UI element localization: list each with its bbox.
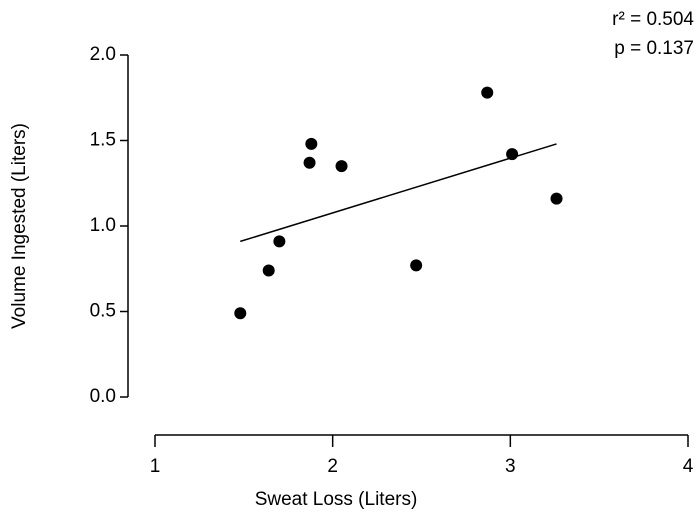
data-point — [481, 86, 494, 99]
x-tick-label: 2 — [327, 456, 338, 477]
annotation: p = 0.137 — [614, 38, 694, 59]
data-point — [550, 192, 563, 205]
data-point — [303, 156, 316, 169]
y-tick-label: 0.0 — [90, 386, 116, 407]
data-point — [410, 259, 423, 272]
data-point — [335, 160, 348, 173]
x-tick-label: 4 — [683, 456, 694, 477]
x-axis-label: Sweat Loss (Liters) — [255, 489, 418, 510]
data-point — [262, 264, 275, 277]
y-tick-label: 1.0 — [90, 215, 116, 236]
x-tick-label: 1 — [150, 456, 161, 477]
x-tick-label: 3 — [505, 456, 516, 477]
data-point — [234, 307, 247, 320]
y-tick-label: 1.5 — [90, 130, 116, 151]
y-tick-label: 0.5 — [90, 301, 116, 322]
data-point — [506, 148, 519, 161]
trend-line — [240, 143, 557, 243]
data-point — [273, 235, 286, 248]
y-tick-label: 2.0 — [90, 44, 116, 65]
annotation: r² = 0.504 — [612, 9, 694, 30]
y-axis-label: Volume Ingested (Liters) — [9, 123, 30, 329]
data-point — [305, 137, 318, 150]
